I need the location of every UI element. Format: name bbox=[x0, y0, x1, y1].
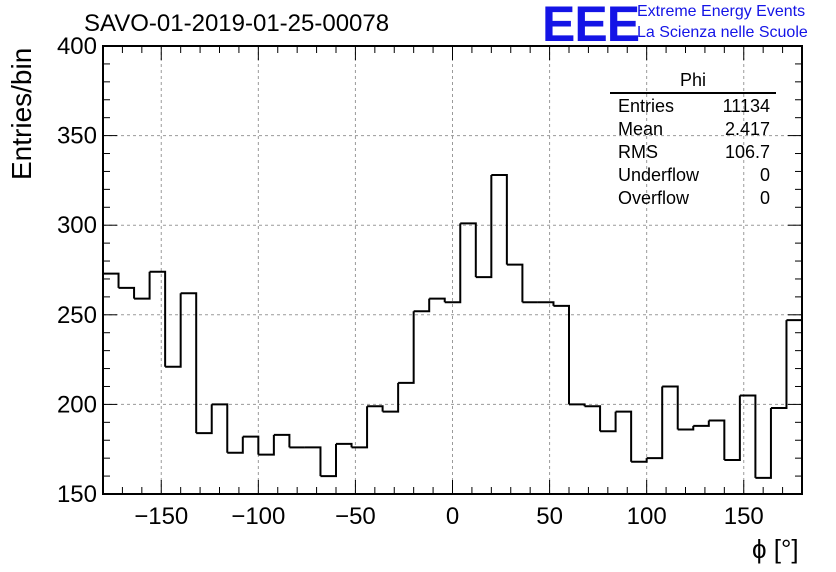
histogram-bin bbox=[149, 270, 167, 367]
chart-title: SAVO-01-2019-01-25-00078 bbox=[84, 10, 390, 37]
histogram-bin bbox=[429, 297, 446, 303]
stats-label: Underflow bbox=[618, 165, 700, 185]
x-tick-label: −100 bbox=[231, 503, 285, 530]
histogram-bin bbox=[134, 271, 151, 300]
y-tick-label: 150 bbox=[57, 481, 97, 508]
x-axis-label: ϕ [°] bbox=[752, 534, 799, 564]
histogram-bin bbox=[211, 403, 229, 453]
stats-row-mean: Mean 2.417 bbox=[610, 119, 776, 142]
x-tick-label: 0 bbox=[446, 503, 459, 530]
histogram-bin bbox=[351, 406, 369, 449]
x-tick-label: −50 bbox=[335, 503, 376, 530]
histogram-bin bbox=[755, 407, 772, 479]
stats-value: 2.417 bbox=[724, 119, 770, 139]
histogram-bin bbox=[506, 263, 524, 303]
histogram-bin bbox=[367, 405, 384, 412]
histogram-bin bbox=[460, 222, 477, 278]
histogram-bin bbox=[258, 434, 275, 456]
histogram-bin bbox=[739, 394, 757, 478]
histogram-bin bbox=[662, 385, 679, 430]
histogram-bin bbox=[475, 175, 493, 279]
brand-line-2: La Scienza nelle Scuole bbox=[637, 24, 808, 41]
brand-line-1: Extreme Energy Events bbox=[637, 3, 806, 20]
axes: −150 −100 −50 0 50 100 150 150 200 250 300 350 400 bbox=[57, 33, 803, 530]
histogram-bin bbox=[180, 292, 198, 434]
stats-value: 106.7 bbox=[724, 142, 770, 162]
stats-value: 11134 bbox=[722, 96, 770, 116]
y-tick-label: 200 bbox=[57, 391, 97, 418]
stats-value: 0 bbox=[759, 165, 770, 185]
eee-logo: EEE bbox=[542, 0, 640, 52]
histogram-bin bbox=[708, 419, 726, 460]
x-tick-label: 50 bbox=[536, 503, 563, 530]
histogram-bin bbox=[553, 304, 570, 405]
y-tick-label: 250 bbox=[57, 302, 97, 329]
histogram-bin bbox=[196, 404, 213, 435]
y-tick-label: 400 bbox=[57, 33, 97, 60]
x-tick-label: −150 bbox=[134, 503, 188, 530]
histogram-bin bbox=[569, 403, 586, 407]
histogram-bin bbox=[724, 395, 741, 461]
histogram-bin bbox=[677, 425, 695, 431]
histogram-bin bbox=[398, 311, 415, 384]
histogram-bin bbox=[336, 442, 353, 448]
x-tick-label: 100 bbox=[627, 503, 667, 530]
histogram-bin bbox=[615, 410, 633, 462]
histogram-bin bbox=[537, 301, 555, 306]
stats-row-overflow: Overflow 0 bbox=[610, 188, 776, 211]
stats-row-entries: Entries 11134 bbox=[610, 96, 776, 119]
y-axis-label: Entries/bin bbox=[6, 47, 37, 180]
histogram-bin bbox=[165, 293, 182, 368]
histogram-bin bbox=[382, 382, 400, 413]
histogram-bin bbox=[118, 286, 136, 299]
y-tick-label: 350 bbox=[57, 123, 97, 150]
x-tick-label: 150 bbox=[724, 503, 764, 530]
stats-box: Phi Entries 11134 Mean 2.417 RMS 106.7 U… bbox=[610, 70, 776, 211]
histogram-bin bbox=[304, 446, 322, 477]
histogram-bin bbox=[646, 386, 664, 460]
histogram-bin bbox=[444, 223, 462, 304]
stats-title: Phi bbox=[610, 70, 776, 94]
stats-label: Entries bbox=[618, 96, 675, 116]
histogram-bin bbox=[413, 298, 431, 313]
histogram-bin bbox=[103, 272, 120, 288]
histogram-bin bbox=[491, 174, 508, 265]
stats-row-underflow: Underflow 0 bbox=[610, 165, 776, 188]
stats-value: 0 bbox=[759, 188, 770, 208]
y-tick-label: 300 bbox=[57, 212, 97, 239]
histogram-bin bbox=[770, 320, 788, 409]
histogram-bin bbox=[273, 433, 291, 448]
histogram-bin bbox=[584, 405, 602, 432]
stats-label: RMS bbox=[618, 142, 658, 162]
histogram-bin bbox=[227, 436, 244, 454]
histogram-bin bbox=[242, 435, 260, 455]
histogram-bin bbox=[693, 420, 710, 427]
histogram-bin bbox=[631, 458, 648, 463]
stats-label: Overflow bbox=[618, 188, 690, 208]
stats-label: Mean bbox=[618, 119, 664, 139]
histogram-bin bbox=[320, 443, 337, 478]
histogram-bin bbox=[600, 411, 617, 433]
stats-row-rms: RMS 106.7 bbox=[610, 142, 776, 165]
